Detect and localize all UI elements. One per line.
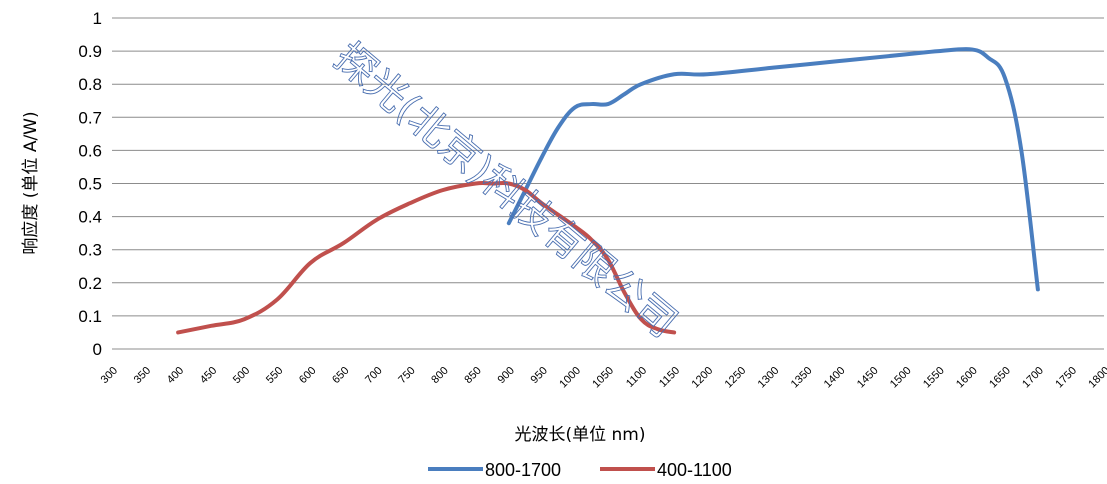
legend: 800-1700 400-1100 bbox=[428, 460, 732, 480]
x-tick-label: 1700 bbox=[1020, 365, 1046, 391]
x-tick-labels: 300 350 400 450 500 550 600 650 700 750 800 850 900 9… bbox=[99, 365, 1107, 391]
x-tick-label: 1500 bbox=[888, 365, 914, 391]
y-tick-label: 0.8 bbox=[78, 75, 102, 94]
x-tick-label: 650 bbox=[330, 365, 351, 386]
x-tick-label: 350 bbox=[132, 365, 153, 386]
x-tick-label: 1350 bbox=[789, 365, 815, 391]
y-tick-label: 0.1 bbox=[78, 307, 102, 326]
y-tick-label: 0.4 bbox=[78, 208, 102, 227]
y-tick-labels: 0 0.1 0.2 0.3 0.4 0.5 0.6 0.7 0.8 0.9 1 bbox=[78, 9, 102, 359]
x-tick-label: 1400 bbox=[822, 365, 848, 391]
x-tick-label: 900 bbox=[495, 365, 516, 386]
y-tick-label: 0 bbox=[93, 340, 102, 359]
x-tick-label: 500 bbox=[231, 365, 252, 386]
gridlines bbox=[112, 17, 1104, 317]
y-tick-label: 0.6 bbox=[78, 141, 102, 160]
x-tick-label: 1200 bbox=[690, 365, 716, 391]
x-tick-label: 850 bbox=[462, 365, 483, 386]
series-line-1 bbox=[176, 180, 677, 335]
x-tick-label: 300 bbox=[99, 365, 120, 386]
y-axis-title: 响应度 (单位 A/W) bbox=[21, 111, 41, 254]
x-tick-label: 1550 bbox=[921, 365, 947, 391]
x-tick-label: 1650 bbox=[987, 365, 1013, 391]
x-tick-label: 550 bbox=[264, 365, 285, 386]
x-tick-label: 950 bbox=[529, 365, 550, 386]
x-tick-label: 400 bbox=[165, 365, 186, 386]
y-tick-label: 0.2 bbox=[78, 274, 102, 293]
x-tick-label: 800 bbox=[429, 365, 450, 386]
y-tick-label: 0.9 bbox=[78, 42, 102, 61]
x-tick-label: 1150 bbox=[657, 365, 682, 390]
x-tick-label: 1100 bbox=[624, 365, 649, 390]
series-lines bbox=[176, 47, 1040, 335]
x-tick-label: 1600 bbox=[954, 365, 980, 391]
y-tick-label: 0.5 bbox=[78, 175, 102, 194]
x-tick-label: 1300 bbox=[756, 365, 782, 391]
x-tick-label: 1250 bbox=[723, 365, 749, 391]
x-tick-label: 600 bbox=[297, 365, 318, 386]
y-tick-label: 1 bbox=[93, 9, 102, 28]
x-tick-label: 1800 bbox=[1086, 365, 1107, 391]
series-line-0 bbox=[506, 47, 1040, 292]
y-tick-label: 0.3 bbox=[78, 241, 102, 260]
x-tick-label: 450 bbox=[198, 365, 219, 386]
y-tick-label: 0.7 bbox=[78, 108, 102, 127]
x-tick-label: 1050 bbox=[590, 365, 616, 391]
legend-label-0: 800-1700 bbox=[485, 460, 561, 480]
x-tick-label: 700 bbox=[363, 365, 384, 386]
x-axis-title: 光波长(单位 nm) bbox=[514, 425, 645, 445]
x-tick-label: 1450 bbox=[855, 365, 881, 391]
legend-label-1: 400-1100 bbox=[657, 460, 732, 480]
x-tick-label: 1750 bbox=[1053, 365, 1079, 391]
x-tick-label: 1000 bbox=[557, 365, 583, 391]
x-tick-label: 750 bbox=[396, 365, 417, 386]
watermark-text: 探光(北京)科技有限公司 bbox=[326, 34, 686, 346]
